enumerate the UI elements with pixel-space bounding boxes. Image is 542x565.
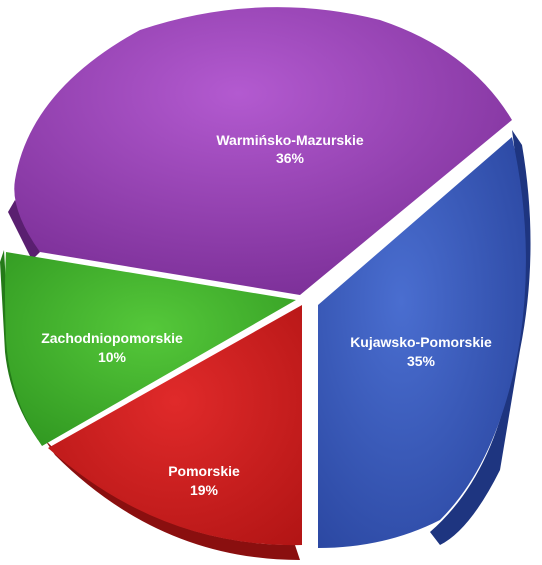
label-warminsko-mazurskie: Warmińsko-Mazurskie	[216, 132, 364, 148]
label-kujawsko-pomorskie: Kujawsko-Pomorskie	[350, 334, 492, 350]
slice-depth-purple	[8, 200, 40, 260]
slice-warminsko-mazurskie	[14, 7, 513, 296]
value-pomorskie: 19%	[190, 482, 219, 498]
slice-depth-red	[45, 440, 300, 560]
slice-kujawsko-pomorskie	[318, 137, 526, 548]
value-warminsko-mazurskie: 36%	[276, 150, 305, 166]
value-zachodniopomorskie: 10%	[98, 349, 127, 365]
slice-depth-blue	[430, 130, 531, 545]
slice-zachodniopomorskie	[5, 252, 296, 446]
label-zachodniopomorskie: Zachodniopomorskie	[41, 330, 183, 346]
label-pomorskie: Pomorskie	[168, 463, 240, 479]
slice-pomorskie	[48, 305, 302, 546]
value-kujawsko-pomorskie: 35%	[407, 353, 436, 369]
